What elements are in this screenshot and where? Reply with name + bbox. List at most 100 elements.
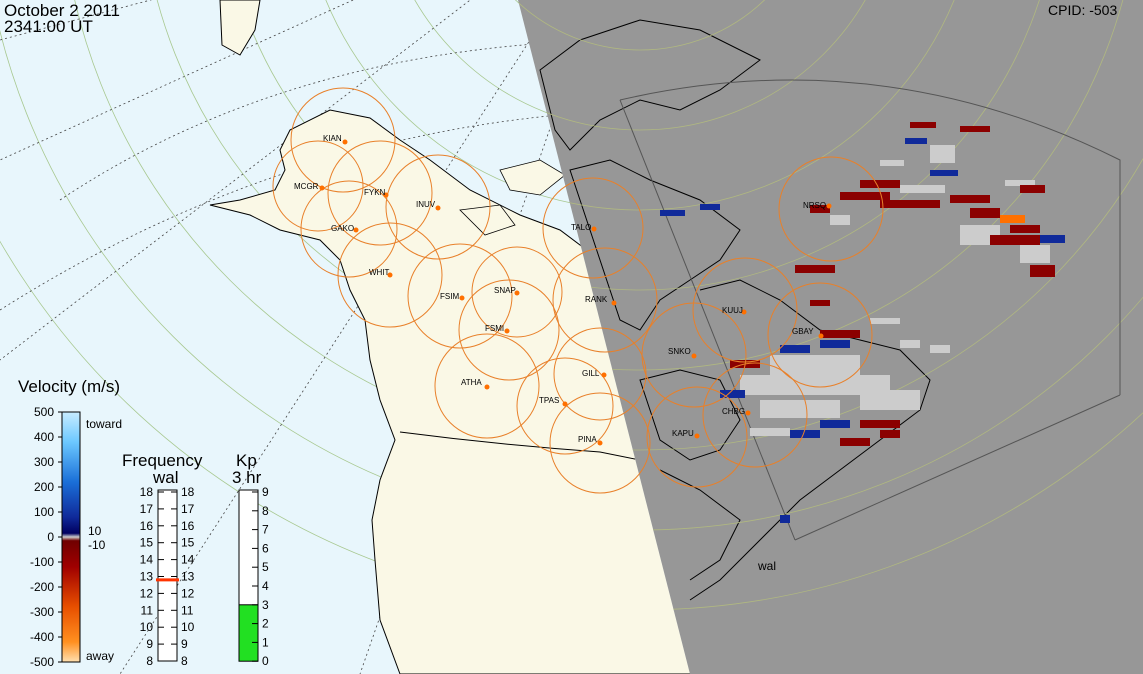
station-label-gill: GILL bbox=[582, 369, 600, 378]
cpid-label: CPID: -503 bbox=[1048, 2, 1118, 18]
station-snap: SNAP bbox=[494, 286, 520, 296]
velocity-tick-label: 100 bbox=[34, 505, 54, 519]
station-tpas: TPAS bbox=[539, 396, 568, 407]
station-label-pina: PINA bbox=[578, 435, 597, 444]
frequency-tick-label-left: 12 bbox=[140, 586, 154, 600]
frequency-title: Frequency bbox=[122, 451, 203, 470]
station-rank: RANK bbox=[585, 295, 617, 306]
velocity-legend: Velocity (m/s) 500 400 300 200 100 0 -100 -200 -… bbox=[18, 377, 122, 669]
station-label-atha: ATHA bbox=[461, 378, 482, 387]
velocity-tick-label: -500 bbox=[30, 655, 54, 669]
frequency-tick-label-right: 18 bbox=[181, 485, 195, 499]
station-talo: TALO bbox=[571, 223, 597, 232]
station-mcgr: MCGR bbox=[294, 182, 325, 191]
station-label-kuuj: KUUJ bbox=[722, 306, 743, 315]
velocity-colorbar bbox=[61, 411, 81, 663]
station-chbg: CHBG bbox=[722, 407, 751, 416]
frequency-tick-label-right: 11 bbox=[181, 603, 194, 617]
frequency-tick-label-right: 16 bbox=[181, 519, 195, 533]
velocity-away-label: away bbox=[86, 649, 114, 663]
frequency-bar bbox=[157, 489, 178, 662]
station-label-kapu: KAPU bbox=[672, 429, 694, 438]
velocity-tick-label: 0 bbox=[47, 530, 54, 544]
station-kuuj: KUUJ bbox=[722, 306, 747, 315]
station-label-snko: SNKO bbox=[668, 347, 691, 356]
velocity-tick-label: 300 bbox=[34, 455, 54, 469]
echo-band-lower bbox=[720, 300, 950, 523]
frequency-tick-label-right: 12 bbox=[181, 586, 195, 600]
frequency-tick-label-right: 14 bbox=[181, 553, 195, 567]
velocity-tick-label: -100 bbox=[30, 555, 54, 569]
frequency-tick-label-right: 9 bbox=[181, 637, 188, 651]
kp-legend: Kp 3 hr 9 8 7 6 5 4 3 2 1 0 bbox=[232, 451, 269, 668]
station-kapu: KAPU bbox=[672, 429, 700, 439]
station-label-mcgr: MCGR bbox=[294, 182, 319, 191]
frequency-tick-label-left: 9 bbox=[146, 637, 153, 651]
frequency-tick-label-left: 8 bbox=[146, 654, 153, 668]
velocity-title: Velocity (m/s) bbox=[18, 377, 120, 396]
station-snko: SNKO bbox=[668, 347, 697, 359]
kp-period: 3 hr bbox=[232, 468, 262, 487]
station-label-chbg: CHBG bbox=[722, 407, 745, 416]
date-label: October 2 2011 bbox=[4, 1, 120, 20]
kp-title: Kp bbox=[236, 451, 257, 470]
frequency-tick-label-right: 8 bbox=[181, 654, 188, 668]
station-kian: KIAN bbox=[323, 134, 348, 145]
station-gbay: GBAY bbox=[792, 327, 824, 339]
frequency-tick-label-left: 18 bbox=[140, 485, 154, 499]
frequency-tick-label-right: 17 bbox=[181, 502, 195, 516]
station-whit: WHIT bbox=[369, 268, 393, 278]
frequency-tick-label-left: 14 bbox=[140, 553, 154, 567]
frequency-tick-label-right: 13 bbox=[181, 570, 195, 584]
echo-band-upper bbox=[660, 122, 1065, 277]
velocity-threshold-neg: -10 bbox=[88, 538, 106, 552]
kp-tick-label: 5 bbox=[262, 560, 269, 574]
station-label-snap: SNAP bbox=[494, 286, 516, 295]
station-label-kian: KIAN bbox=[323, 134, 342, 143]
station-inuv: INUV bbox=[416, 200, 441, 211]
kp-tick-label: 4 bbox=[262, 579, 269, 593]
backscatter-echoes bbox=[660, 122, 1065, 523]
station-pina: PINA bbox=[578, 435, 603, 446]
frequency-tick-label-left: 17 bbox=[140, 502, 154, 516]
velocity-threshold-pos: 10 bbox=[88, 524, 102, 538]
station-label-talo: TALO bbox=[571, 223, 591, 232]
station-circles bbox=[272, 87, 884, 494]
radar-site-label: wal bbox=[757, 559, 776, 573]
kp-tick-label: 6 bbox=[262, 541, 269, 555]
velocity-toward-label: toward bbox=[86, 417, 122, 431]
frequency-tick-label-left: 13 bbox=[140, 570, 154, 584]
station-label-rank: RANK bbox=[585, 295, 608, 304]
kp-fill bbox=[238, 604, 259, 662]
velocity-tick-label: -200 bbox=[30, 580, 54, 594]
station-gako: GAKO bbox=[331, 224, 359, 233]
kp-tick-label: 8 bbox=[262, 504, 269, 518]
radar-fov bbox=[619, 79, 1121, 541]
station-label-fykn: FYKN bbox=[364, 188, 386, 197]
station-fsmi: FSMI bbox=[485, 324, 510, 334]
station-atha: ATHA bbox=[461, 378, 490, 390]
station-markers: KIAN MCGR FYKN INUV GAKO WHIT FSIM SNAP … bbox=[294, 134, 832, 446]
velocity-tick-label: -300 bbox=[30, 605, 54, 619]
frequency-tick-label-left: 16 bbox=[140, 519, 154, 533]
station-fykn: FYKN bbox=[364, 188, 389, 198]
kp-tick-label: 9 bbox=[262, 485, 269, 499]
station-label-gako: GAKO bbox=[331, 224, 354, 233]
kp-tick-label: 2 bbox=[262, 617, 269, 631]
station-label-fsim: FSIM bbox=[440, 292, 459, 301]
time-label: 2341:00 UT bbox=[4, 17, 93, 36]
frequency-tick-label-right: 10 bbox=[181, 620, 195, 634]
frequency-tick-label-right: 15 bbox=[181, 536, 195, 550]
frequency-tick-label-left: 15 bbox=[140, 536, 154, 550]
velocity-tick-label: 400 bbox=[34, 430, 54, 444]
station-label-gbay: GBAY bbox=[792, 327, 814, 336]
frequency-radar: wal bbox=[152, 468, 179, 487]
velocity-tick-label: 500 bbox=[34, 405, 54, 419]
kp-tick-label: 7 bbox=[262, 523, 269, 537]
station-fsim: FSIM bbox=[440, 292, 465, 301]
landmass bbox=[209, 0, 690, 674]
kp-tick-label: 3 bbox=[262, 598, 269, 612]
frequency-tick-label-left: 11 bbox=[141, 603, 154, 617]
station-gill: GILL bbox=[582, 369, 607, 378]
